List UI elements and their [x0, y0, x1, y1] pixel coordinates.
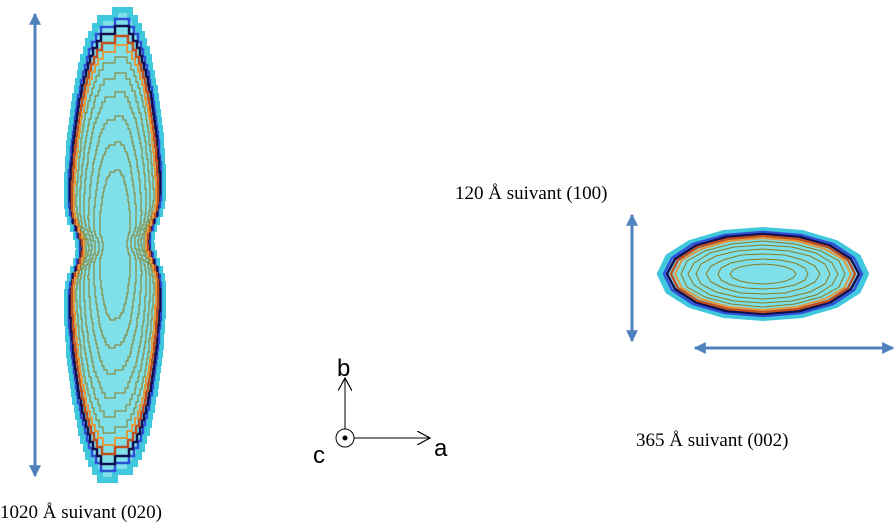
axis-label-a: a [434, 435, 448, 462]
contour-line [68, 24, 162, 466]
axis-c-dot [342, 435, 348, 441]
contour-line [99, 169, 131, 321]
contour-line [669, 234, 857, 314]
contour-line [662, 230, 864, 318]
caption-100: 120 Å suivant (100) [455, 183, 608, 204]
caption-020: 1020 Å suivant (020) [0, 502, 162, 523]
contour-line [93, 141, 137, 349]
contour-line [87, 115, 143, 375]
contour-line [665, 232, 861, 316]
contour-line [64, 7, 166, 483]
axes-triad: b a c [313, 355, 448, 469]
axis-label-c: c [313, 442, 325, 469]
contour-line [656, 226, 870, 322]
axis-c [335, 428, 355, 448]
elongated-contour [64, 7, 166, 483]
contour-line [79, 72, 151, 418]
contour-line [705, 253, 821, 295]
contour-line [695, 248, 831, 300]
contour-line [83, 91, 147, 399]
contour-line [73, 44, 157, 446]
contour-line [687, 244, 839, 304]
flat-contour [656, 226, 870, 322]
contour-line [673, 236, 853, 312]
contour-line [729, 263, 797, 285]
contour-line [75, 56, 155, 434]
caption-002: 365 Å suivant (002) [636, 430, 789, 451]
contour-line [70, 34, 160, 456]
axis-label-b: b [337, 355, 350, 382]
contour-line [680, 240, 846, 308]
contour-line [717, 258, 809, 290]
